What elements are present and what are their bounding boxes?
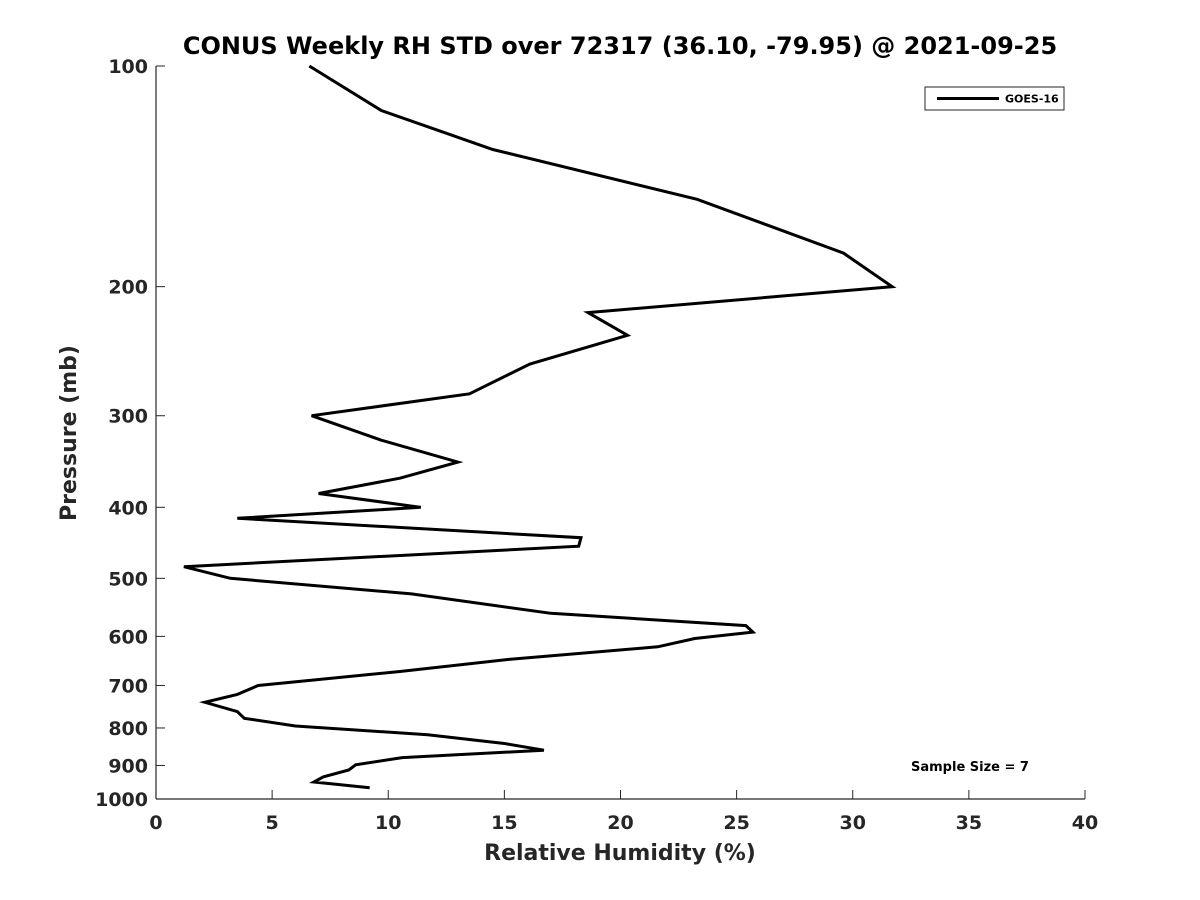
y-tick-label: 900 [108,755,148,777]
x-tick-label: 10 [375,812,401,834]
y-tick-label: 600 [108,626,148,648]
y-axis-label: Pressure (mb) [57,345,82,521]
x-tick-label: 35 [956,812,982,834]
legend: GOES-16 [924,86,1065,111]
y-tick-label: 300 [108,406,148,428]
y-tick-label: 700 [108,675,148,697]
series-line-goes-16 [183,64,897,790]
x-tick-label: 5 [266,812,279,834]
legend-label-goes-16: GOES-16 [1005,93,1059,106]
x-tick-label: 25 [723,812,749,834]
y-tick-label: 500 [108,568,148,590]
y-tick-label: 200 [108,277,148,299]
x-tick-label: 30 [840,812,866,834]
y-tick-label: 100 [108,56,148,78]
y-tick-label: 400 [108,497,148,519]
plot-area: 0 5 10 15 20 25 30 35 40 100 200 300 400 500 600 700 80… [95,56,1098,834]
x-tick-label: 40 [1072,812,1098,834]
y-tick-label: 800 [108,718,148,740]
x-tick-label: 0 [149,812,162,834]
x-tick-label: 15 [491,812,517,834]
x-axis-ticks: 0 5 10 15 20 25 30 35 40 [149,790,1098,834]
sample-size-annotation: Sample Size = 7 [911,760,1029,775]
chart-title: CONUS Weekly RH STD over 72317 (36.10, -… [183,32,1057,60]
x-axis-label: Relative Humidity (%) [484,841,756,866]
x-tick-label: 20 [607,812,633,834]
y-axis-ticks: 100 200 300 400 500 600 700 800 900 1000 [95,56,165,811]
y-tick-label: 1000 [95,789,148,811]
